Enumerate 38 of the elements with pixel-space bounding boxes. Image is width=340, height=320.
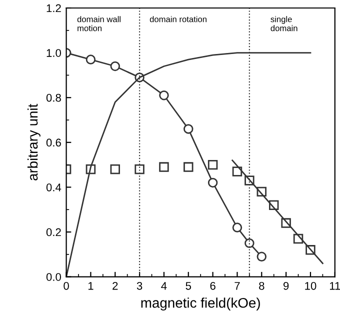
y-tick-label: 0.0 [46,273,62,281]
point [232,166,242,176]
x-tick-label: 3 [136,282,142,290]
y-tick-label: 0.6 [46,138,61,147]
x-tick-label: 5 [186,282,192,290]
annotation: single domain [270,16,298,32]
point [184,124,194,134]
y-tick-label: 1.2 [46,4,61,12]
x-tick-label: 1 [88,282,94,290]
y-tick-label: 0.8 [46,94,61,102]
annotation: domain wall motion [77,16,120,32]
point [184,162,194,172]
x-tick-label: 6 [210,282,216,290]
x-tick-label: 9 [283,282,289,290]
point [110,164,120,174]
point [232,222,242,232]
point [208,178,218,188]
y-tick-label: 0.4 [46,183,62,192]
point [256,252,267,262]
x-tick-label: 0 [64,282,69,290]
point [208,160,218,170]
x-tick-label: 11 [330,282,340,290]
annotation: domain rotation [150,16,206,22]
point [159,90,169,100]
x-axis-title: magnetic field(kOe) [141,298,260,311]
y-tick-label: 1.0 [46,49,62,57]
x-tick-label: 7 [234,282,240,290]
y-tick-label: 0.2 [46,228,61,236]
point [244,238,254,248]
point [110,61,120,72]
point [134,164,144,174]
x-tick-label: 2 [112,282,118,290]
x-tick-label: 4 [161,282,167,290]
x-tick-label: 10 [305,282,316,290]
point [86,54,96,64]
y-axis-title: arbitrary unit [27,104,40,180]
point [159,162,169,172]
x-tick-label: 8 [259,282,264,290]
